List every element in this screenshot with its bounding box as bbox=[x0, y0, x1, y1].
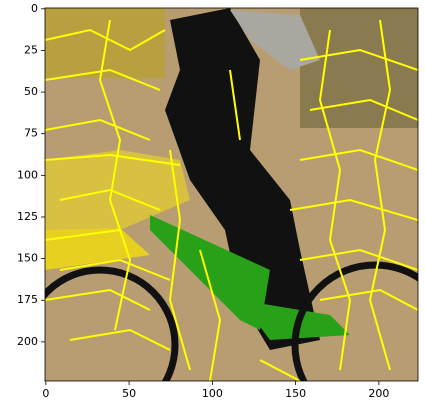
x-tick-label: 150 bbox=[285, 387, 306, 400]
y-tick-label: 75 bbox=[24, 127, 38, 140]
y-tick-label: 0 bbox=[31, 2, 38, 15]
y-tick-label: 200 bbox=[17, 335, 38, 348]
y-tick-label: 125 bbox=[17, 210, 38, 223]
y-tick-label: 50 bbox=[24, 85, 38, 98]
y-tick-label: 25 bbox=[24, 43, 38, 56]
y-tick-label: 175 bbox=[17, 293, 38, 306]
y-tick-label: 150 bbox=[17, 252, 38, 265]
x-tick-label: 0 bbox=[42, 387, 49, 400]
segmented-image bbox=[45, 8, 418, 381]
x-tick-label: 200 bbox=[368, 387, 389, 400]
y-tick-label: 100 bbox=[17, 168, 38, 181]
axes-frame bbox=[44, 7, 419, 382]
x-tick-label: 50 bbox=[122, 387, 136, 400]
x-tick-label: 100 bbox=[202, 387, 223, 400]
